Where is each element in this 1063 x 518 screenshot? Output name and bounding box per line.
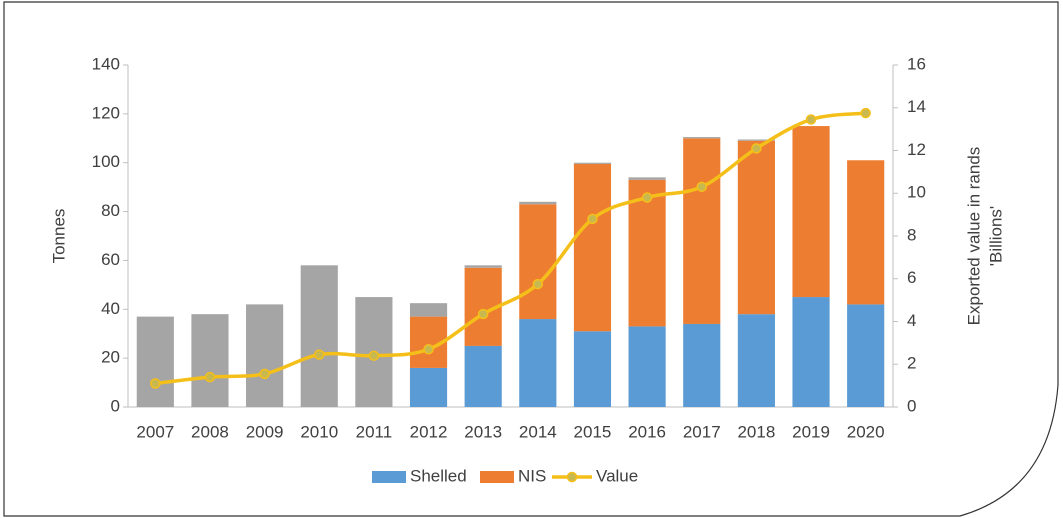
bar <box>683 323 721 407</box>
y-tick-label: 100 <box>92 152 120 171</box>
x-tick-label: 2007 <box>136 422 174 441</box>
x-tick-label: 2008 <box>191 422 229 441</box>
y2-tick-label: 8 <box>907 225 916 244</box>
x-tick-label: 2015 <box>574 422 612 441</box>
y2-tick-label: 12 <box>907 140 926 159</box>
x-tick-label: 2009 <box>246 422 284 441</box>
bar <box>464 265 502 268</box>
y2-tick-label: 2 <box>907 354 916 373</box>
bar <box>409 367 448 407</box>
bar <box>409 303 448 317</box>
x-tick-label: 2018 <box>737 422 775 441</box>
x-tick-label: 2019 <box>792 422 830 441</box>
bar <box>300 265 338 407</box>
marker <box>314 349 325 360</box>
marker <box>259 368 270 380</box>
y2-tick-label: 10 <box>907 183 926 202</box>
y2-axis-label: 'Billions' <box>986 206 1005 266</box>
x-tick-label: 2011 <box>356 422 393 441</box>
legend-swatch <box>566 471 578 483</box>
marker <box>204 371 216 383</box>
marker <box>477 308 489 320</box>
legend-swatch <box>480 471 514 483</box>
bar <box>628 326 666 407</box>
bar <box>847 304 885 407</box>
bar <box>628 177 666 180</box>
legend-label: Value <box>596 466 638 485</box>
bar <box>737 139 775 141</box>
y2-tick-label: 6 <box>907 268 916 287</box>
y-tick-label: 40 <box>101 299 120 318</box>
bar <box>737 314 775 407</box>
bar <box>573 331 612 407</box>
marker <box>805 114 817 125</box>
y2-tick-label: 14 <box>907 97 926 116</box>
marker <box>696 181 707 193</box>
bar <box>737 140 775 315</box>
y-tick-label: 140 <box>92 54 120 73</box>
bar <box>683 137 721 139</box>
marker <box>423 344 434 355</box>
marker <box>751 143 762 154</box>
y-tick-label: 120 <box>92 103 120 122</box>
x-tick-label: 2013 <box>464 422 502 441</box>
bar <box>519 201 557 205</box>
x-tick-label: 2014 <box>519 422 557 441</box>
marker <box>641 192 653 203</box>
bar <box>683 138 721 324</box>
x-tick-label: 2020 <box>847 422 885 441</box>
legend-label: NIS <box>518 466 546 485</box>
bar <box>792 126 830 298</box>
marker <box>368 350 380 361</box>
y2-tick-label: 16 <box>907 54 926 73</box>
bar <box>628 179 666 327</box>
x-tick-label: 2010 <box>300 422 338 441</box>
marker <box>150 378 161 389</box>
legend-label: Shelled <box>410 466 467 485</box>
y-tick-label: 60 <box>101 250 120 269</box>
y-axis-label: Tonnes <box>49 209 68 264</box>
x-tick-label: 2016 <box>628 422 666 441</box>
x-tick-label: 2017 <box>683 422 721 441</box>
marker <box>860 107 871 119</box>
bar <box>573 162 612 164</box>
x-tick-label: 2012 <box>410 422 448 441</box>
marker <box>532 278 544 290</box>
bar <box>792 297 830 407</box>
bar <box>246 304 284 407</box>
y-tick-label: 80 <box>101 201 120 220</box>
bar <box>519 319 557 407</box>
y2-tick-label: 4 <box>907 311 916 330</box>
line <box>155 111 866 386</box>
bar <box>573 163 612 332</box>
bar <box>519 204 557 320</box>
y-tick-label: 20 <box>101 348 120 367</box>
y2-tick-label: 0 <box>907 396 916 415</box>
frame <box>3 1 1059 517</box>
bar <box>464 345 502 407</box>
marker <box>587 213 598 225</box>
bar <box>136 316 174 407</box>
bar <box>191 314 229 407</box>
bar <box>847 160 885 305</box>
y-tick-label: 0 <box>111 396 120 415</box>
y2-axis-label: Exported value in rands <box>964 147 983 326</box>
legend-swatch <box>372 471 406 483</box>
